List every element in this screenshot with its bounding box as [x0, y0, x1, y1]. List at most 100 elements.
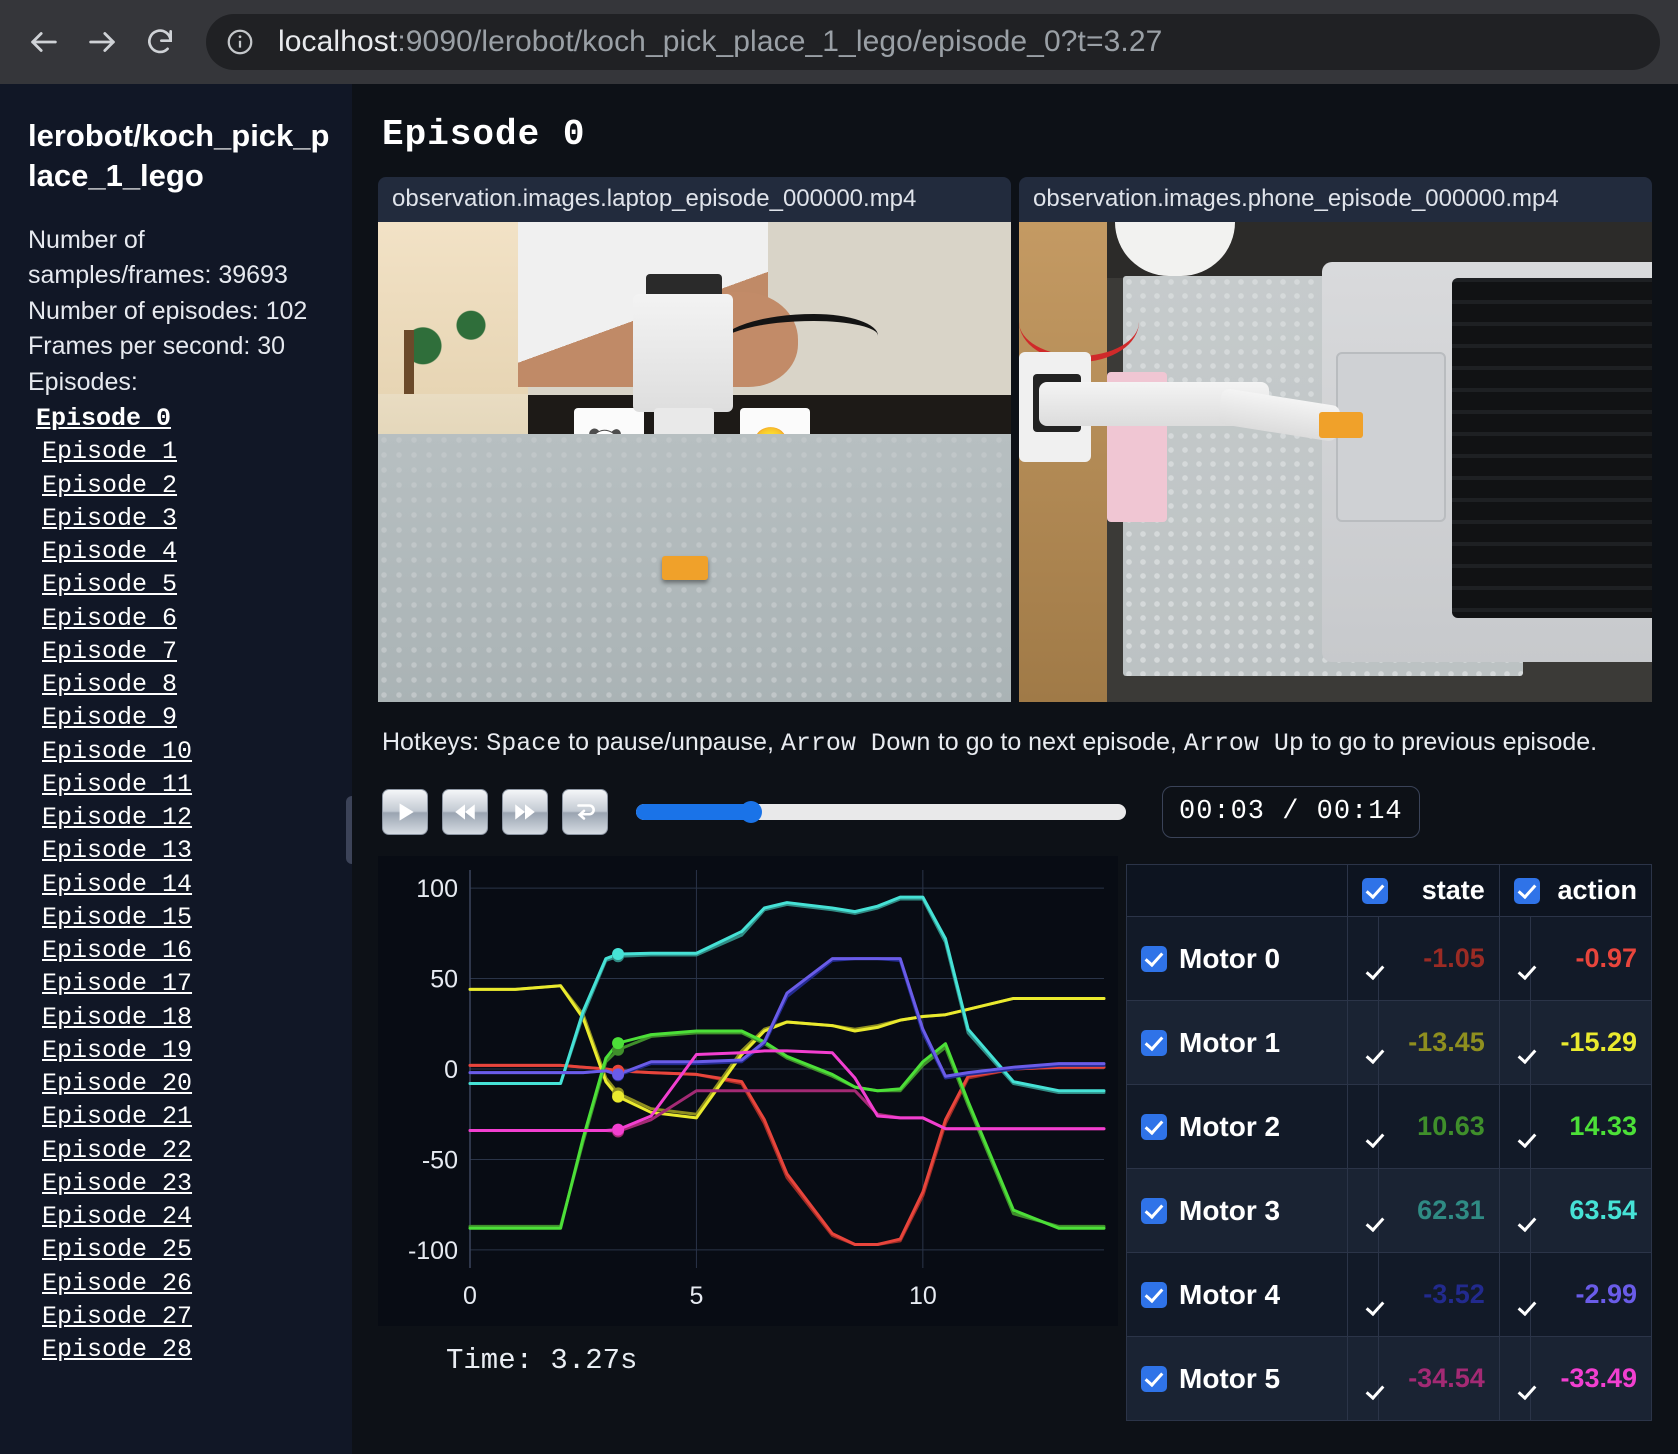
motor-0-action-checkbox-cell [1498, 916, 1532, 1001]
sidebar-episode-19[interactable]: Episode 19 [42, 1035, 193, 1065]
loop-icon[interactable] [562, 789, 608, 835]
sidebar-episode-16[interactable]: Episode 16 [42, 936, 193, 966]
progress-thumb[interactable] [740, 801, 763, 823]
time-display: 00:03 / 00:14 [1162, 786, 1420, 838]
video-card-phone: observation.images.phone_episode_000000.… [1019, 177, 1652, 702]
play-icon[interactable] [382, 789, 428, 835]
motor-name-cell: Motor 3 [1126, 1168, 1348, 1253]
sidebar-episode-15[interactable]: Episode 15 [42, 902, 193, 932]
motor-5-checkbox[interactable] [1141, 1365, 1167, 1392]
motor-3-label: Motor 3 [1179, 1194, 1281, 1226]
fps-label: Frames per second: 30 [28, 332, 286, 361]
sidebar-episode-3[interactable]: Episode 3 [42, 503, 178, 533]
header-state: state [1346, 864, 1500, 917]
sidebar-episode-13[interactable]: Episode 13 [42, 836, 193, 866]
action-column-checkbox[interactable] [1513, 877, 1540, 904]
dataset-title: lerobot/koch_pick_place_1_lego [28, 118, 330, 194]
motor-4-action-value: -2.99 [1530, 1252, 1652, 1337]
sidebar-episode-4[interactable]: Episode 4 [42, 537, 178, 567]
video-label-phone: observation.images.phone_episode_000000.… [1019, 177, 1652, 222]
hotkeys-text-3: to go to previous episode. [1303, 728, 1598, 756]
sidebar-episode-18[interactable]: Episode 18 [42, 1002, 193, 1032]
motor-4-checkbox[interactable] [1141, 1281, 1167, 1308]
sidebar-episode-1[interactable]: Episode 1 [42, 437, 178, 467]
sidebar-episode-17[interactable]: Episode 17 [42, 969, 193, 999]
motor-name-cell: Motor 5 [1126, 1336, 1348, 1421]
episode-list: Episode 0 Episode 1 Episode 2 Episode 3 Epis… [28, 402, 330, 1366]
sidebar-episode-5[interactable]: Episode 5 [42, 570, 178, 600]
url-host: localhost [278, 25, 398, 58]
motor-2-state-checkbox-cell [1346, 1084, 1379, 1169]
motor-5-action-value: -33.49 [1530, 1336, 1652, 1421]
table-row: Motor 4 -3.52 -2.99 [1126, 1252, 1652, 1337]
motor-2-checkbox[interactable] [1141, 1113, 1167, 1140]
motor-name-cell: Motor 2 [1126, 1084, 1348, 1169]
svg-text:-50: -50 [422, 1146, 458, 1174]
scene-red-wire [1019, 282, 1139, 362]
sidebar-episode-10[interactable]: Episode 10 [42, 736, 193, 766]
sidebar: lerobot/koch_pick_place_1_lego Number of… [0, 84, 352, 1454]
motor-1-label: Motor 1 [1179, 1026, 1281, 1058]
sidebar-episode-7[interactable]: Episode 7 [42, 636, 178, 666]
main-panel: Episode 0 observation.images.laptop_epis… [352, 84, 1678, 1454]
sidebar-episode-26[interactable]: Episode 26 [42, 1268, 193, 1298]
sidebar-episode-6[interactable]: Episode 6 [42, 603, 178, 633]
sidebar-episode-28[interactable]: Episode 28 [42, 1335, 193, 1365]
table-row: Motor 1 -13.45 -15.29 [1126, 1000, 1652, 1085]
sidebar-episode-14[interactable]: Episode 14 [42, 869, 193, 899]
progress-fill [636, 804, 752, 820]
forward-arrow-icon[interactable] [76, 16, 128, 68]
motor-1-checkbox[interactable] [1141, 1029, 1167, 1056]
state-column-checkbox[interactable] [1361, 877, 1388, 904]
motor-0-checkbox[interactable] [1141, 945, 1167, 972]
svg-text:100: 100 [416, 875, 458, 903]
video-player-laptop[interactable]: 🐼 🙂 [378, 222, 1011, 702]
sidebar-episode-9[interactable]: Episode 9 [42, 703, 178, 733]
video-progress-slider[interactable] [636, 801, 1126, 823]
motor-5-state-checkbox-cell [1346, 1336, 1379, 1421]
table-body: Motor 0 -1.05 -0.97 Motor 1 -13.45 -15.29 Moto… [1126, 916, 1652, 1421]
hotkey-arrow-down: Arrow Down [780, 729, 931, 758]
sidebar-episode-0[interactable]: Episode 0 [36, 404, 172, 434]
current-time-label: Time: 3.27s [446, 1344, 638, 1377]
motor-name-cell: Motor 4 [1126, 1252, 1348, 1337]
sidebar-episode-23[interactable]: Episode 23 [42, 1168, 193, 1198]
motor-3-checkbox[interactable] [1141, 1197, 1167, 1224]
timeseries-chart[interactable]: -100 -50 0 50 100 0 5 10 Time: 3.27s [378, 856, 1118, 1377]
info-icon[interactable] [220, 22, 260, 62]
sidebar-episode-2[interactable]: Episode 2 [42, 470, 178, 500]
video-player-phone[interactable] [1019, 222, 1652, 702]
motor-values-table: state action Motor 0 -1.05 -0.97 Mot [1126, 856, 1653, 1421]
scene-laptop-keyboard [1452, 278, 1652, 618]
motor-4-action-checkbox-cell [1498, 1252, 1532, 1337]
sidebar-episode-24[interactable]: Episode 24 [42, 1202, 193, 1232]
url-text: localhost:9090/lerobot/koch_pick_place_1… [278, 25, 1162, 59]
reload-icon[interactable] [134, 16, 186, 68]
panel-resize-handle[interactable] [346, 796, 352, 864]
address-bar[interactable]: localhost:9090/lerobot/koch_pick_place_1… [206, 14, 1660, 70]
rewind-icon[interactable] [442, 789, 488, 835]
motor-0-action-value: -0.97 [1530, 916, 1652, 1001]
motor-2-action-checkbox-cell [1498, 1084, 1532, 1169]
sidebar-episode-12[interactable]: Episode 12 [42, 803, 193, 833]
scene-cable [718, 314, 878, 368]
header-blank [1126, 864, 1348, 917]
motor-4-state-checkbox-cell [1346, 1252, 1379, 1337]
sidebar-episode-25[interactable]: Episode 25 [42, 1235, 193, 1265]
sidebar-episode-8[interactable]: Episode 8 [42, 670, 178, 700]
back-arrow-icon[interactable] [18, 16, 70, 68]
sidebar-episode-22[interactable]: Episode 22 [42, 1135, 193, 1165]
scene-lego-brick [662, 556, 708, 580]
hotkeys-hint: Hotkeys: Space to pause/unpause, Arrow D… [382, 728, 1652, 758]
chart-svg: -100 -50 0 50 100 0 5 10 [378, 856, 1118, 1326]
svg-text:5: 5 [689, 1282, 703, 1310]
sidebar-episode-27[interactable]: Episode 27 [42, 1301, 193, 1331]
sidebar-episode-20[interactable]: Episode 20 [42, 1069, 193, 1099]
motor-1-state-value: -13.45 [1378, 1000, 1500, 1085]
fast-forward-icon[interactable] [502, 789, 548, 835]
sidebar-episode-21[interactable]: Episode 21 [42, 1102, 193, 1132]
sidebar-episode-11[interactable]: Episode 11 [42, 769, 193, 799]
svg-text:0: 0 [463, 1282, 477, 1310]
motor-4-state-value: -3.52 [1378, 1252, 1500, 1337]
motor-3-action-checkbox-cell [1498, 1168, 1532, 1253]
